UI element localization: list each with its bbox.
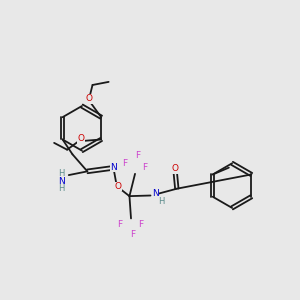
Text: F: F (136, 152, 141, 160)
Text: O: O (86, 94, 93, 103)
Text: F: F (117, 220, 122, 229)
Text: N: N (152, 189, 159, 198)
Text: F: F (130, 230, 135, 239)
Text: H: H (58, 184, 64, 193)
Text: H: H (58, 169, 64, 178)
Text: O: O (114, 182, 121, 191)
Text: N: N (58, 177, 64, 186)
Text: H: H (158, 197, 165, 206)
Text: N: N (110, 163, 117, 172)
Text: O: O (78, 134, 85, 143)
Text: F: F (142, 163, 148, 172)
Text: F: F (123, 159, 128, 168)
Text: F: F (138, 220, 143, 229)
Text: O: O (172, 164, 178, 173)
